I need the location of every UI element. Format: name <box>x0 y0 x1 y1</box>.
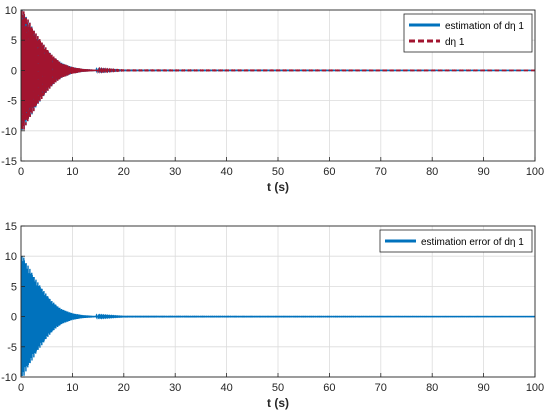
x-tick-label: 90 <box>477 166 489 178</box>
x-tick-label: 60 <box>323 166 335 178</box>
x-tick-label: 70 <box>375 382 387 394</box>
y-tick-label: -5 <box>7 342 17 354</box>
x-tick-label: 30 <box>169 382 181 394</box>
x-tick-label: 10 <box>66 166 78 178</box>
y-tick-label: 0 <box>11 312 17 324</box>
data-layer <box>21 10 535 130</box>
x-tick-label: 20 <box>118 166 130 178</box>
x-tick-label: 80 <box>426 382 438 394</box>
y-tick-label: 5 <box>11 35 17 47</box>
chart-1: 0 10 20 30 40 50 60 70 80 90 100 -15 -10 -5 0 5 10 t (s) e… <box>1 5 544 194</box>
legend-label-1: estimation error of dη 1 <box>421 237 524 248</box>
legend-box <box>379 229 533 253</box>
y-tick-label: 0 <box>11 65 17 77</box>
legend-label-2: dη 1 <box>445 37 465 48</box>
chart-2: 0 10 20 30 40 50 60 70 80 90 100 -10 -5 0 5 10 15 t (s) es… <box>1 221 544 410</box>
x-tick-label: 0 <box>18 382 24 394</box>
y-tick-label: 15 <box>5 221 17 233</box>
x-tick-label: 100 <box>526 382 544 394</box>
x-tick-label: 60 <box>323 382 335 394</box>
x-tick-label: 50 <box>272 166 284 178</box>
y-tick-label: -5 <box>7 96 17 108</box>
series-line-2 <box>21 10 535 130</box>
legend: estimation of dη 1 dη 1 <box>403 13 533 53</box>
x-tick-label: 0 <box>18 166 24 178</box>
data-layer <box>21 256 535 377</box>
x-tick-label: 40 <box>220 166 232 178</box>
x-tick-label: 20 <box>118 382 130 394</box>
x-tick-label: 30 <box>169 166 181 178</box>
y-tick-label: 10 <box>5 5 17 17</box>
x-tick-label: 40 <box>220 382 232 394</box>
x-tick-label: 80 <box>426 166 438 178</box>
y-tick-label: 5 <box>11 281 17 293</box>
legend-box <box>403 13 533 53</box>
legend: estimation error of dη 1 <box>379 229 533 253</box>
x-axis-label: t (s) <box>267 396 289 410</box>
y-tick-label: -10 <box>1 372 17 384</box>
y-tick-label: 10 <box>5 251 17 263</box>
x-tick-label: 50 <box>272 382 284 394</box>
legend-label-1: estimation of dη 1 <box>445 21 524 32</box>
x-tick-label: 70 <box>375 166 387 178</box>
x-tick-label: 90 <box>477 382 489 394</box>
y-tick-label: -15 <box>1 156 17 168</box>
y-tick-label: -10 <box>1 126 17 138</box>
series-line-1 <box>21 256 535 377</box>
x-tick-label: 100 <box>526 166 544 178</box>
x-axis-label: t (s) <box>267 180 289 194</box>
x-tick-label: 10 <box>66 382 78 394</box>
